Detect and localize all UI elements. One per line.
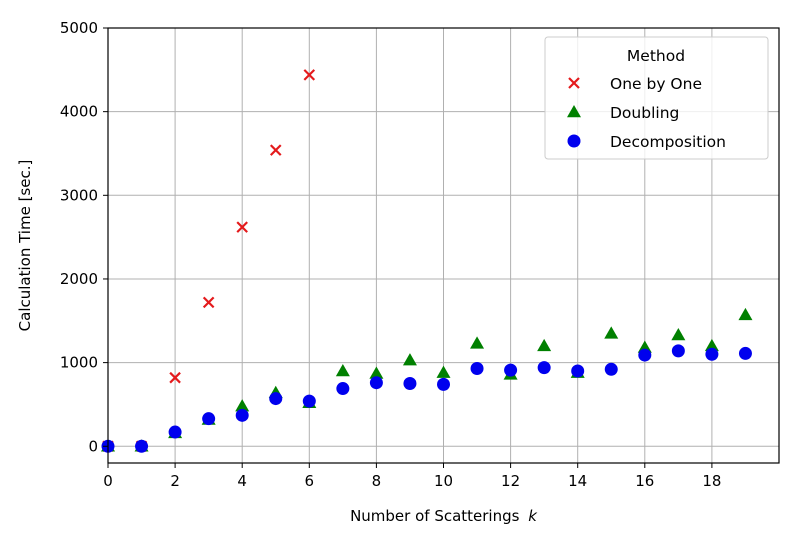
data-point	[738, 346, 752, 360]
y-tick-label: 0	[88, 437, 98, 455]
y-tick-label: 5000	[60, 19, 98, 37]
y-tick-label: 4000	[60, 103, 98, 121]
data-point	[235, 408, 249, 422]
grid-layer	[107, 27, 779, 463]
data-point	[537, 361, 551, 375]
data-point	[236, 221, 248, 233]
series-decomposition	[101, 344, 752, 453]
y-tick-label: 2000	[60, 270, 98, 288]
x-axis-label: Number of Scatterings k	[350, 507, 538, 525]
data-point	[402, 353, 417, 366]
x-axis-label-text: Number of Scatterings	[350, 507, 520, 525]
data-point	[302, 394, 316, 408]
ticks-layer: 0 2 4 6 8 10 12 14 16 18 0 1000 2000 3000 4000 5000	[60, 19, 722, 490]
data-point	[671, 344, 685, 358]
data-point	[202, 296, 215, 309]
x-tick-label: 6	[305, 472, 315, 490]
data-point	[671, 328, 686, 341]
data-point	[369, 366, 384, 379]
legend-entry: One by One	[568, 75, 702, 93]
legend: Method One by One Doubling Decomposition	[544, 36, 769, 160]
x-tick-label: 16	[635, 472, 654, 490]
legend-marker	[567, 134, 581, 148]
data-point	[135, 439, 149, 453]
data-point	[604, 362, 618, 376]
x-tick-label: 4	[237, 472, 247, 490]
data-point	[437, 377, 450, 391]
legend-label: Doubling	[610, 104, 679, 122]
y-tick-label: 3000	[60, 186, 98, 204]
series-doubling	[101, 307, 753, 452]
x-axis-label-variable: k	[528, 507, 538, 525]
data-point	[704, 338, 719, 352]
legend-box	[544, 36, 769, 160]
legend-entry: Doubling	[567, 104, 679, 122]
data-point	[335, 363, 350, 377]
data-layer	[101, 69, 753, 453]
data-point	[436, 365, 451, 378]
data-point	[537, 338, 552, 352]
data-point	[336, 382, 350, 396]
legend-entries: One by One Doubling Decomposition	[567, 75, 726, 151]
data-point	[169, 371, 181, 384]
data-point	[369, 376, 383, 390]
x-tick-label: 2	[170, 472, 180, 490]
data-point	[202, 412, 216, 426]
x-tick-label: 10	[434, 472, 453, 490]
legend-title: Method	[627, 47, 685, 65]
data-point	[738, 307, 753, 321]
data-point	[638, 348, 652, 362]
data-point	[504, 363, 518, 377]
data-point	[403, 377, 417, 391]
data-point	[705, 347, 719, 361]
y-tick-label: 1000	[60, 354, 98, 372]
legend-marker	[567, 105, 581, 118]
x-tick-label: 18	[702, 472, 721, 490]
data-point	[168, 425, 182, 439]
series-one-by-one	[102, 69, 316, 453]
data-point	[571, 364, 585, 378]
data-point	[269, 144, 282, 156]
data-point	[470, 361, 484, 375]
legend-marker	[568, 77, 580, 89]
legend-label: Decomposition	[610, 133, 726, 151]
data-point	[269, 392, 283, 406]
legend-entry: Decomposition	[567, 133, 726, 151]
x-tick-label: 14	[568, 472, 587, 490]
data-point	[604, 326, 619, 339]
x-tick-label: 8	[372, 472, 382, 490]
data-point	[470, 336, 485, 349]
data-point	[235, 399, 250, 412]
data-point	[303, 69, 316, 81]
x-tick-label: 12	[501, 472, 520, 490]
x-tick-label: 0	[103, 472, 113, 490]
y-axis-label: Calculation Time [sec.]	[16, 160, 34, 332]
legend-label: One by One	[610, 75, 702, 93]
